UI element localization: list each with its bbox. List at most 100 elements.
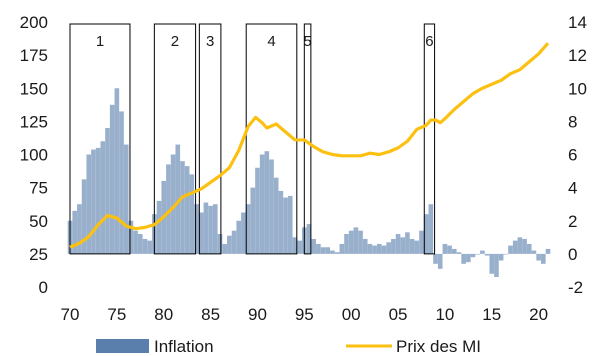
- inflation-bar: [414, 240, 420, 254]
- inflation-bar: [531, 250, 537, 254]
- inflation-bar: [447, 245, 452, 254]
- inflation-bar: [273, 177, 279, 254]
- inflation-bar: [400, 237, 406, 254]
- inflation-bar: [72, 210, 77, 254]
- inflation-bar: [484, 253, 490, 256]
- inflation-bar: [330, 250, 335, 254]
- inflation-bar: [320, 247, 326, 254]
- left-tick-label: 0: [39, 278, 48, 297]
- inflation-bar: [376, 243, 382, 254]
- right-tick-label: 8: [568, 112, 577, 131]
- inflation-bar: [480, 250, 485, 254]
- left-tick-label: 125: [20, 112, 48, 131]
- right-tick-label: 0: [568, 245, 577, 264]
- x-tick-label: 90: [248, 305, 267, 324]
- prix-des-mi-line: [69, 42, 550, 249]
- inflation-bar: [105, 128, 110, 254]
- left-tick-label: 50: [29, 212, 48, 231]
- inflation-bar: [381, 245, 387, 254]
- inflation-bar: [147, 240, 152, 254]
- inflation-bar: [386, 242, 391, 254]
- inflation-bar: [86, 154, 92, 254]
- inflation-bar: [142, 238, 148, 254]
- inflation-bar: [512, 240, 518, 254]
- left-axis: 0 25 50 75 100 125 150 175 200: [20, 13, 48, 297]
- inflation-bar: [334, 252, 340, 254]
- inflation-bar: [526, 243, 532, 254]
- inflation-bar: [227, 235, 232, 254]
- inflation-bar: [498, 253, 504, 261]
- inflation-bar: [419, 230, 424, 254]
- inflation-bar: [405, 232, 410, 254]
- inflation-bar: [297, 240, 302, 254]
- inflation-bar: [184, 166, 190, 254]
- inflation-bar: [241, 212, 246, 254]
- episode-label: 4: [267, 33, 275, 50]
- inflation-bar: [278, 190, 284, 254]
- x-tick-label: 75: [107, 305, 126, 324]
- inflation-bars: [67, 88, 551, 278]
- inflation-bar: [428, 204, 434, 254]
- inflation-bar: [236, 220, 242, 254]
- x-tick-label: 15: [482, 305, 501, 324]
- inflation-bar: [166, 164, 171, 254]
- prix-des-mi-line-group: [69, 42, 550, 249]
- inflation-bar: [536, 253, 541, 261]
- inflation-bar: [353, 227, 359, 254]
- inflation-bar: [259, 154, 265, 254]
- inflation-bar: [109, 104, 115, 254]
- inflation-bar: [517, 237, 523, 254]
- episode-box: [423, 23, 436, 255]
- episode-box: [69, 23, 131, 255]
- x-tick-label: 10: [435, 305, 454, 324]
- legend-prix-des-mi-label: Prix des MI: [396, 337, 481, 356]
- right-axis: -2 0 2 4 6 8 10 12 14: [568, 13, 587, 297]
- inflation-bar: [437, 253, 443, 269]
- inflation-bar: [522, 238, 527, 254]
- inflation-bar: [217, 234, 223, 254]
- episode-label: 2: [171, 33, 179, 50]
- left-tick-label: 100: [20, 146, 48, 165]
- x-tick-label: 00: [342, 305, 361, 324]
- right-tick-label: 2: [568, 212, 577, 231]
- x-axis: 70 75 80 85 90 95 00 05 10 15 20: [61, 305, 549, 324]
- inflation-bar: [489, 253, 495, 274]
- inflation-bar: [245, 204, 251, 254]
- left-tick-label: 75: [29, 179, 48, 198]
- inflation-bar: [461, 253, 466, 264]
- inflation-bar: [456, 252, 462, 254]
- inflation-bar: [311, 238, 316, 254]
- legend: Inflation Prix des MI: [96, 337, 481, 356]
- left-tick-label: 150: [20, 79, 48, 98]
- inflation-bar: [175, 144, 181, 254]
- left-tick-label: 175: [20, 46, 48, 65]
- inflation-bar: [372, 245, 377, 254]
- inflation-bar: [358, 230, 363, 254]
- inflation-bar: [367, 243, 373, 254]
- right-tick-label: 14: [568, 13, 587, 32]
- inflation-bar: [391, 238, 396, 254]
- inflation-bar: [451, 248, 457, 254]
- inflation-bar: [325, 247, 331, 254]
- legend-inflation-swatch: [96, 339, 149, 353]
- inflation-bar: [95, 147, 101, 254]
- left-tick-label: 25: [29, 245, 48, 264]
- inflation-bar: [170, 154, 176, 254]
- episode-label: 3: [206, 33, 214, 50]
- inflation-bar: [283, 197, 288, 254]
- right-tick-label: 10: [568, 79, 587, 98]
- inflation-bar: [545, 248, 551, 254]
- inflation-bar: [306, 224, 312, 254]
- inflation-bar: [466, 253, 471, 263]
- inflation-bar: [339, 243, 345, 254]
- inflation-bar: [344, 234, 349, 254]
- episode-label: 1: [96, 33, 104, 50]
- inflation-bar: [133, 230, 138, 254]
- right-tick-label: -2: [568, 278, 583, 297]
- inflation-bar: [255, 167, 260, 254]
- right-tick-label: 6: [568, 146, 577, 165]
- inflation-bar: [250, 187, 256, 254]
- inflation-bar: [119, 111, 124, 254]
- inflation-bar: [442, 243, 448, 254]
